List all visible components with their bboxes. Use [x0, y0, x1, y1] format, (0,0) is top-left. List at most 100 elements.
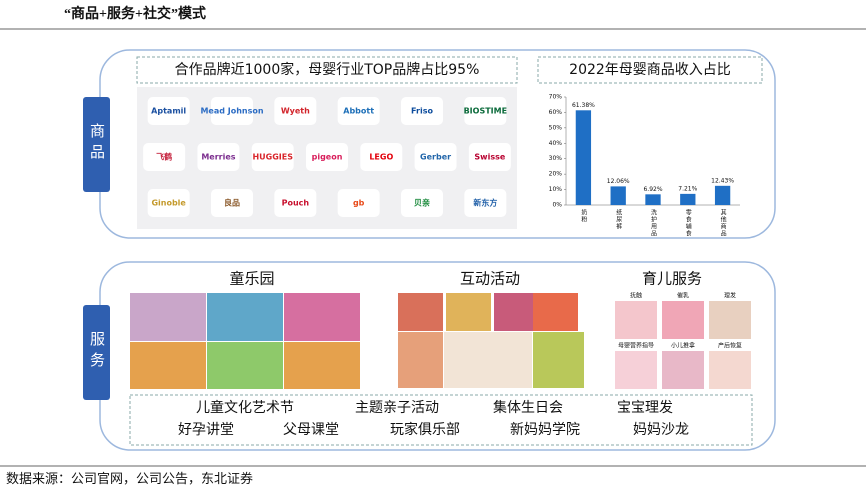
brand-logo — [337, 97, 380, 125]
photo — [284, 342, 360, 389]
brand-name: 良品 — [224, 198, 240, 208]
tab-label: 服务 — [88, 331, 106, 373]
brand-logo — [464, 189, 507, 217]
photo — [207, 293, 283, 341]
value-label: 12.06% — [607, 178, 630, 185]
brand-name: 新东方 — [473, 198, 497, 208]
service-item: 妈妈沙龙 — [633, 422, 689, 438]
chart-title: 2022年母婴商品收入占比 — [569, 62, 731, 78]
brand-name: Mead Johnson — [200, 107, 263, 116]
photo — [398, 293, 443, 331]
service-item: 宝宝理发 — [617, 400, 673, 416]
service-item: 好孕讲堂 — [178, 422, 234, 438]
y-tick-label: 70% — [549, 94, 563, 101]
brand-name: Merries — [201, 153, 235, 162]
photo-caption: 母婴营养指导 — [618, 342, 654, 350]
photo — [444, 332, 532, 388]
brands-header — [136, 56, 518, 84]
brand-name: Wyeth — [281, 107, 310, 116]
x-tick-label: 奶粉 — [580, 208, 587, 223]
bar — [645, 194, 661, 205]
brand-logo — [147, 97, 190, 125]
photo — [398, 332, 443, 388]
brand-name: Ginoble — [151, 199, 186, 208]
photo — [130, 293, 206, 341]
section-title: 童乐园 — [229, 270, 274, 288]
section-title: 互动活动 — [460, 270, 520, 288]
brand-name: Gerber — [420, 153, 451, 162]
brand-logo — [414, 143, 457, 171]
brand-logo — [143, 143, 186, 171]
value-label: 12.43% — [711, 177, 734, 184]
brand-name: Aptamil — [151, 107, 186, 116]
bar — [575, 110, 592, 205]
services-tab — [83, 305, 110, 400]
photo-caption: 产后恢复 — [718, 342, 742, 350]
services-list-box — [129, 394, 753, 446]
brand-logo — [360, 143, 403, 171]
photo-caption: 抚触 — [630, 292, 642, 300]
photo — [284, 293, 360, 341]
photo-caption: 催乳 — [677, 292, 689, 300]
photo — [709, 351, 751, 389]
brand-logo — [464, 97, 507, 125]
service-item: 新妈妈学院 — [510, 422, 580, 438]
x-tick-label: 洗护用品 — [650, 208, 657, 237]
service-item: 父母课堂 — [283, 422, 339, 438]
y-tick-label: 60% — [549, 109, 563, 116]
brand-name: Friso — [411, 107, 433, 116]
section-title: 育儿服务 — [642, 270, 702, 288]
photo — [494, 293, 539, 331]
photo — [662, 351, 704, 389]
brand-logo — [306, 143, 348, 171]
source: 数据来源：公司官网，公司公告，东北证券 — [6, 471, 253, 486]
photo — [446, 293, 491, 331]
y-tick-label: 40% — [549, 140, 563, 147]
brand-logo — [211, 97, 253, 125]
service-item: 主题亲子活动 — [355, 400, 439, 416]
brand-logo — [211, 189, 253, 217]
brand-name: pigeon — [312, 153, 343, 162]
service-item: 集体生日会 — [493, 399, 563, 416]
service-item: 儿童文化艺术节 — [196, 399, 294, 416]
brand-name: BIOSTIME — [464, 107, 508, 116]
brand-logo — [468, 143, 511, 171]
brand-logo — [274, 189, 317, 217]
value-label: 61.38% — [572, 102, 595, 109]
brand-logo — [251, 143, 294, 171]
brand-logo — [197, 143, 240, 171]
y-tick-label: 50% — [549, 124, 563, 131]
brand-name: Pouch — [282, 199, 310, 208]
bar — [714, 185, 731, 205]
x-tick-label: 纸尿裤 — [615, 208, 622, 230]
photo — [533, 293, 578, 331]
brands-title: 合作品牌近1000家，母婴行业TOP品牌占比95% — [175, 61, 480, 78]
brand-name: gb — [353, 199, 365, 208]
photo — [615, 301, 657, 339]
photo — [709, 301, 751, 339]
bar — [680, 193, 696, 205]
photo — [533, 332, 584, 388]
brand-logo — [401, 97, 443, 125]
x-tick-label: 其他商品 — [719, 208, 726, 237]
brand-name: HUGGIES — [252, 153, 293, 162]
value-label: 7.21% — [678, 185, 697, 192]
photo-caption: 小儿推拿 — [671, 342, 695, 350]
value-label: 6.92% — [643, 186, 662, 193]
photo — [615, 351, 657, 389]
x-tick-label: 零食辅食 — [684, 209, 691, 237]
brand-name: Swisse — [474, 153, 505, 162]
brand-name: LEGO — [369, 153, 393, 162]
goods-tab — [83, 97, 110, 192]
brand-logo — [337, 189, 380, 217]
photo — [207, 342, 283, 389]
brand-logo — [274, 97, 317, 125]
photo-caption: 理发 — [724, 292, 736, 300]
y-tick-label: 10% — [549, 186, 563, 193]
y-tick-label: 0% — [552, 202, 562, 209]
tab-label: 商品 — [88, 123, 106, 165]
y-tick-label: 20% — [549, 171, 563, 178]
bar — [610, 186, 626, 205]
